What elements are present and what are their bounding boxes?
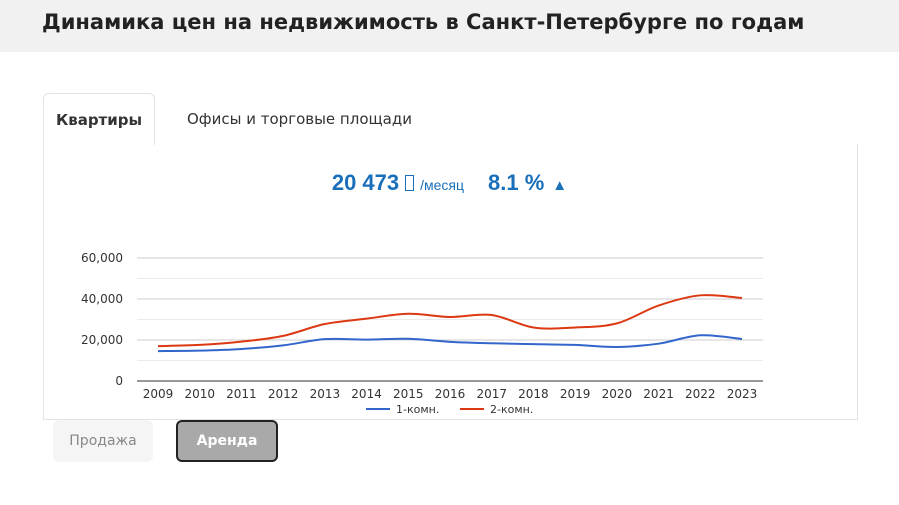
y-tick-label: 40,000: [81, 292, 123, 306]
ruble-icon: [405, 173, 415, 196]
series-line-1: [157, 334, 743, 353]
y-tick-label: 0: [115, 374, 123, 388]
y-tick-label: 20,000: [81, 333, 123, 347]
trend-up-icon: ▲: [552, 177, 568, 194]
rent-button[interactable]: Аренда: [176, 420, 278, 462]
x-tick-label: 2022: [685, 387, 716, 401]
x-tick-label: 2012: [268, 387, 299, 401]
y-tick-label: 60,000: [81, 251, 123, 265]
x-tick-label: 2018: [518, 387, 549, 401]
legend-label-1: 1-комн.: [396, 403, 439, 416]
tab-apartments[interactable]: Квартиры: [43, 93, 155, 145]
x-tick-label: 2019: [560, 387, 591, 401]
page-title: Динамика цен на недвижимость в Санкт-Пет…: [42, 10, 805, 34]
series-line-2: [157, 294, 743, 348]
x-tick-label: 2011: [226, 387, 257, 401]
tab-panel: [43, 144, 858, 420]
x-tick-label: 2014: [351, 387, 382, 401]
x-tick-label: 2010: [184, 387, 215, 401]
x-tick-label: 2015: [393, 387, 424, 401]
x-tick-label: 2013: [310, 387, 341, 401]
x-tick-label: 2017: [476, 387, 507, 401]
price-change: 8.1 %: [488, 170, 545, 195]
x-tick-label: 2020: [602, 387, 633, 401]
price-unit: /месяц: [420, 177, 465, 193]
price-value: 20 473: [331, 170, 400, 195]
x-tick-label: 2023: [727, 387, 758, 401]
page-header: Динамика цен на недвижимость в Санкт-Пет…: [0, 0, 899, 52]
legend-label-2: 2-комн.: [490, 403, 533, 416]
x-tick-label: 2016: [435, 387, 466, 401]
price-summary: 20 473/месяц 8.1 % ▲: [0, 170, 899, 196]
tab-bar: Квартиры Офисы и торговые площади: [43, 93, 858, 145]
tab-offices-retail[interactable]: Офисы и торговые площади: [187, 110, 412, 128]
sale-button[interactable]: Продажа: [53, 420, 153, 462]
x-tick-label: 2009: [143, 387, 174, 401]
x-tick-label: 2021: [643, 387, 674, 401]
